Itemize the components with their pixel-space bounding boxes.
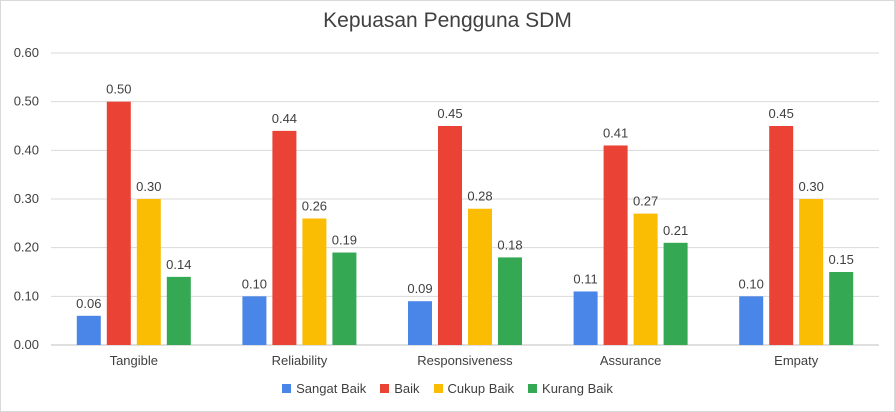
data-label: 0.26 xyxy=(302,198,327,213)
legend-item: Sangat Baik xyxy=(282,381,366,396)
bar xyxy=(272,130,297,345)
bar xyxy=(799,199,824,345)
chart-legend: Sangat Baik Baik Cukup Baik Kurang Baik xyxy=(1,381,894,396)
x-tick-label: Reliability xyxy=(272,353,328,368)
bar xyxy=(302,218,327,345)
bar xyxy=(663,242,688,345)
legend-swatch xyxy=(433,384,443,393)
data-label: 0.28 xyxy=(467,189,492,204)
y-tick-label: 0.40 xyxy=(14,142,39,157)
bar xyxy=(739,296,764,345)
data-label: 0.27 xyxy=(633,194,658,209)
x-tick-label: Empaty xyxy=(774,353,819,368)
data-label: 0.21 xyxy=(663,223,688,238)
legend-label: Baik xyxy=(394,381,420,396)
legend-item: Baik xyxy=(380,381,420,396)
data-label: 0.30 xyxy=(136,179,161,194)
x-tick-label: Assurance xyxy=(600,353,661,368)
legend-label: Sangat Baik xyxy=(296,381,367,396)
data-label: 0.41 xyxy=(603,125,628,140)
bar xyxy=(332,252,357,345)
bar xyxy=(166,276,191,345)
x-tick-label: Responsiveness xyxy=(417,353,513,368)
data-label: 0.09 xyxy=(407,281,432,296)
legend-label: Kurang Baik xyxy=(542,381,613,396)
bar xyxy=(106,101,131,346)
bar xyxy=(573,291,598,345)
y-tick-label: 0.10 xyxy=(14,288,39,303)
legend-label: Cukup Baik xyxy=(447,381,515,396)
y-tick-label: 0.50 xyxy=(14,94,39,109)
bar xyxy=(633,213,658,345)
x-tick-label: Tangible xyxy=(110,353,158,368)
bar xyxy=(242,296,267,345)
data-label: 0.45 xyxy=(437,106,462,121)
data-label: 0.45 xyxy=(769,106,794,121)
chart-title: Kepuasan Pengguna SDM xyxy=(323,9,572,32)
bar xyxy=(498,257,522,345)
legend-swatch xyxy=(282,384,292,393)
data-label: 0.10 xyxy=(242,276,267,291)
bar xyxy=(438,126,462,345)
bar xyxy=(76,315,101,345)
legend-item: Cukup Baik xyxy=(433,381,515,396)
data-label: 0.15 xyxy=(829,252,854,267)
data-label: 0.18 xyxy=(497,237,522,252)
legend-swatch xyxy=(380,384,390,393)
legend-swatch xyxy=(528,384,538,393)
bar xyxy=(408,301,432,345)
data-label: 0.30 xyxy=(799,179,824,194)
y-tick-label: 0.30 xyxy=(14,191,39,206)
legend-item: Kurang Baik xyxy=(528,381,613,396)
bar xyxy=(136,199,161,345)
bar xyxy=(829,272,854,345)
data-label: 0.11 xyxy=(573,271,597,286)
y-tick-label: 0.60 xyxy=(14,45,39,60)
bar xyxy=(468,208,492,345)
bar xyxy=(603,145,628,345)
y-tick-label: 0.20 xyxy=(14,240,39,255)
bar xyxy=(769,126,794,345)
data-label: 0.06 xyxy=(76,296,101,311)
data-label: 0.50 xyxy=(106,82,131,97)
data-label: 0.10 xyxy=(739,276,764,291)
data-label: 0.14 xyxy=(166,257,191,272)
data-label: 0.19 xyxy=(332,233,357,248)
y-tick-label: 0.00 xyxy=(14,337,39,352)
data-label: 0.44 xyxy=(272,111,297,126)
